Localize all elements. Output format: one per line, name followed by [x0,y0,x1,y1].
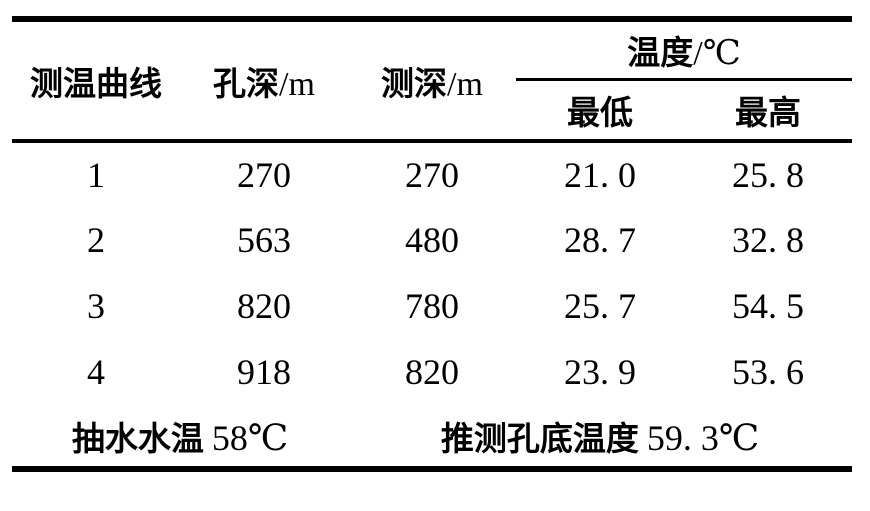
pumping-temp-value: 58℃ [211,417,289,458]
cell-measure-depth: 480 [348,207,516,273]
table-body: 1 270 270 21. 0 25. 8 2 563 480 28. 7 32… [12,141,852,405]
cell-curve: 2 [12,207,180,273]
cell-temp-min: 23. 9 [516,339,684,405]
cell-measure-depth: 780 [348,273,516,339]
temp-max-value: 32. 8 [732,220,804,260]
table-row: 2 563 480 28. 7 32. 8 [12,207,852,273]
table-footer: 抽水水温 58℃ 推测孔底温度 59. 3℃ [12,405,852,469]
footer-row: 抽水水温 58℃ 推测孔底温度 59. 3℃ [12,405,852,469]
temp-max-value: 25. 8 [732,155,804,195]
hole-depth-value: 918 [237,352,291,392]
header-cell-measure-depth: 测深/m [348,19,516,141]
header-cell-temp-min: 最低 [516,79,684,141]
curve-value: 2 [87,220,105,260]
cell-curve: 1 [12,141,180,207]
cell-temp-max: 32. 8 [684,207,852,273]
cell-measure-depth: 270 [348,141,516,207]
measure-depth-value: 270 [405,155,459,195]
header-hole-depth-unit: /m [279,65,315,103]
cell-temp-min: 28. 7 [516,207,684,273]
header-hole-depth-label: 孔深 [213,64,280,102]
header-temperature-unit: /℃ [693,34,741,72]
cell-temp-min: 25. 7 [516,273,684,339]
cell-curve: 4 [12,339,180,405]
pumping-temp-label: 抽水水温 [71,419,204,457]
header-measure-depth-label: 测深 [381,64,448,102]
temperature-measurement-table: 测温曲线 孔深/m 测深/m 温度/℃ 最低 最高 [12,16,852,472]
curve-value: 3 [87,286,105,326]
footer-cell-inferred-bottom-temp: 推测孔底温度 59. 3℃ [348,405,852,469]
cell-temp-max: 53. 6 [684,339,852,405]
curve-value: 1 [87,155,105,195]
inferred-bottom-temp-label: 推测孔底温度 [440,419,639,457]
table-row: 1 270 270 21. 0 25. 8 [12,141,852,207]
footer-cell-pumping-temp: 抽水水温 58℃ [12,405,348,469]
table-header: 测温曲线 孔深/m 测深/m 温度/℃ 最低 最高 [12,19,852,141]
cell-temp-min: 21. 0 [516,141,684,207]
curve-value: 4 [87,352,105,392]
inferred-bottom-temp-value: 59. 3℃ [646,417,760,458]
cell-hole-depth: 270 [180,141,348,207]
measure-depth-value: 820 [405,352,459,392]
cell-hole-depth: 563 [180,207,348,273]
cell-measure-depth: 820 [348,339,516,405]
temp-min-value: 23. 9 [564,352,636,392]
temp-min-value: 21. 0 [564,155,636,195]
header-temperature-label: 温度 [627,33,694,71]
cell-curve: 3 [12,273,180,339]
cell-hole-depth: 820 [180,273,348,339]
measure-depth-value: 480 [405,220,459,260]
table-row: 4 918 820 23. 9 53. 6 [12,339,852,405]
measure-depth-value: 780 [405,286,459,326]
header-row-top: 测温曲线 孔深/m 测深/m 温度/℃ [12,19,852,103]
temp-min-value: 28. 7 [564,220,636,260]
hole-depth-value: 563 [237,220,291,260]
cell-temp-max: 54. 5 [684,273,852,339]
hole-depth-value: 270 [237,155,291,195]
temp-max-value: 54. 5 [732,286,804,326]
temp-min-value: 25. 7 [564,286,636,326]
header-temp-max-label: 最高 [735,93,801,131]
temp-max-value: 53. 6 [732,352,804,392]
hole-depth-value: 820 [237,286,291,326]
header-cell-temperature-group: 温度/℃ [516,19,852,81]
table-row: 3 820 780 25. 7 54. 5 [12,273,852,339]
header-curve-label: 测温曲线 [30,64,162,102]
cell-hole-depth: 918 [180,339,348,405]
header-cell-temp-max: 最高 [684,79,852,141]
header-row-sub: 最低 最高 [12,79,852,141]
cell-temp-max: 25. 8 [684,141,852,207]
header-cell-hole-depth: 孔深/m [180,19,348,141]
header-cell-curve: 测温曲线 [12,19,180,141]
header-temp-min-label: 最低 [567,93,633,131]
header-measure-depth-unit: /m [447,65,483,103]
